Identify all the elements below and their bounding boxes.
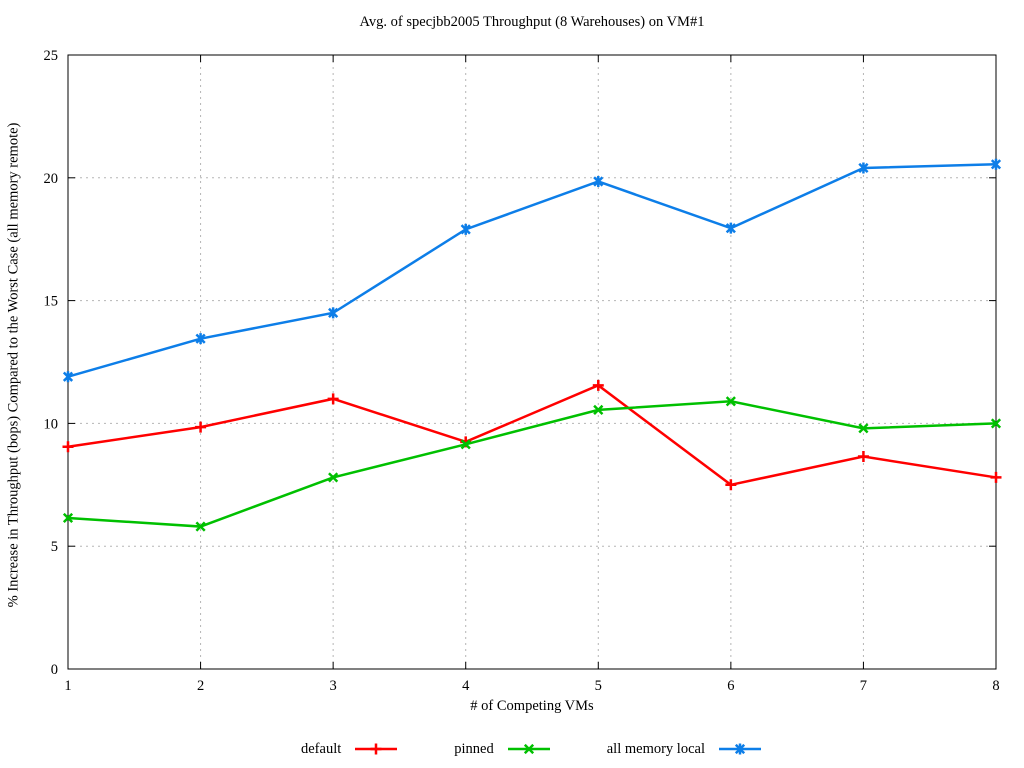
svg-text:15: 15 bbox=[44, 294, 59, 310]
legend-label-pinned: pinned bbox=[454, 740, 494, 757]
legend-line-sample-default bbox=[355, 743, 398, 755]
legend-line-sample-pinned bbox=[507, 743, 550, 755]
svg-text:4: 4 bbox=[462, 678, 470, 694]
legend-item-all-memory-local: all memory local bbox=[607, 741, 763, 758]
svg-text:20: 20 bbox=[44, 171, 59, 187]
svg-text:1: 1 bbox=[64, 678, 71, 694]
chart-title: Avg. of specjbb2005 Throughput (8 Wareho… bbox=[359, 14, 705, 30]
svg-text:0: 0 bbox=[51, 662, 58, 678]
legend-line-sample-all-memory-local bbox=[718, 743, 761, 755]
svg-text:5: 5 bbox=[51, 539, 58, 555]
legend-item-pinned: pinned bbox=[454, 741, 551, 758]
legend-item-default: default bbox=[301, 741, 399, 758]
svg-text:3: 3 bbox=[330, 678, 337, 694]
legend-label-default: default bbox=[301, 740, 342, 757]
legend-label-all-memory-local: all memory local bbox=[606, 740, 705, 757]
x-axis-label: # of Competing VMs bbox=[470, 698, 594, 714]
svg-text:7: 7 bbox=[860, 678, 867, 694]
svg-text:5: 5 bbox=[595, 678, 602, 694]
svg-text:25: 25 bbox=[44, 48, 59, 64]
svg-text:6: 6 bbox=[727, 678, 734, 694]
svg-text:10: 10 bbox=[44, 416, 59, 432]
svg-text:2: 2 bbox=[197, 678, 204, 694]
legend: default pinned all memory local bbox=[68, 740, 996, 758]
svg-text:8: 8 bbox=[992, 678, 999, 694]
